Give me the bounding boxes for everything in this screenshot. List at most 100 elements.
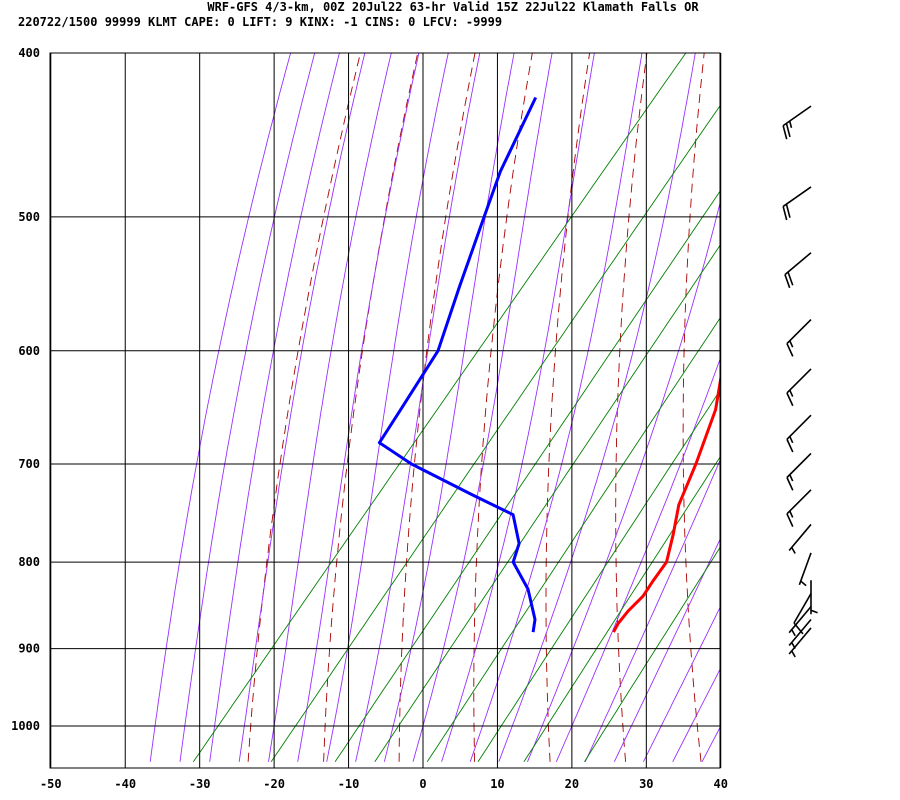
moist-adiabat	[701, 726, 720, 763]
barb-half-feather	[791, 650, 796, 658]
dry-adiabat	[545, 53, 591, 762]
moist-adiabat	[238, 53, 366, 762]
pressure-tick-label: 1000	[11, 719, 40, 733]
barb-shaft	[788, 627, 812, 655]
dry-adiabat	[748, 34, 776, 761]
moist-adiabat	[584, 459, 720, 762]
barb-feather	[786, 343, 794, 357]
barb-feather	[787, 271, 794, 286]
wind-barb	[788, 523, 812, 554]
chart-title-line2: 220722/1500 99999 KLMT CAPE: 0 LIFT: 9 K…	[18, 15, 502, 29]
moist-adiabat	[498, 53, 696, 762]
moist-adiabat	[613, 538, 720, 762]
barb-feather	[786, 438, 794, 453]
moist-adiabat	[469, 53, 643, 762]
barb-feather	[782, 206, 788, 221]
barb-feather	[785, 203, 791, 218]
grid	[50, 52, 722, 768]
barb-shaft	[788, 618, 812, 647]
barb-shaft	[788, 606, 812, 634]
barb-half-feather	[789, 510, 794, 518]
barb-feather	[786, 513, 794, 527]
mixing-ratio-line	[426, 317, 720, 763]
tick-labels: -50 -40 -30 -20 -10 0 10 20 30 40 400 500 600 700 800 9…	[11, 46, 728, 791]
barb-shaft	[793, 593, 812, 624]
mixing-ratio-line	[523, 456, 720, 763]
moist-adiabat	[179, 53, 316, 762]
mixing-ratio-line	[270, 105, 720, 763]
barb-feather	[782, 125, 788, 140]
plot-frame	[49, 52, 721, 769]
dry-adiabat	[247, 53, 361, 762]
barb-shaft	[798, 552, 812, 586]
barb-shaft	[788, 523, 812, 551]
wind-barb	[798, 552, 812, 587]
wind-barb	[788, 618, 812, 649]
wind-barb	[786, 318, 812, 357]
moist-adiabat	[642, 606, 720, 763]
x-tick-label: 10	[490, 777, 504, 791]
barb-half-feather	[789, 389, 794, 397]
wind-barb	[784, 252, 812, 289]
moist-adiabat	[412, 53, 553, 762]
barb-shaft	[786, 368, 812, 394]
barb-half-feather	[791, 547, 796, 554]
wind-barb	[788, 606, 812, 637]
dry-adiabat	[812, 34, 852, 761]
barb-feather	[786, 392, 794, 407]
wind-barb	[786, 368, 812, 407]
temperature-trace	[612, 374, 720, 633]
barb-half-feather	[788, 120, 793, 129]
barb-shaft	[786, 414, 812, 440]
wind-barb	[786, 414, 812, 453]
mixing-ratio-line	[584, 546, 720, 763]
moist-adiabat	[555, 358, 720, 762]
dry-adiabat	[873, 34, 900, 761]
moist-adiabat	[672, 668, 720, 763]
x-tick-label: 20	[565, 777, 579, 791]
wind-barb	[782, 105, 812, 140]
pressure-tick-label: 900	[18, 642, 40, 656]
x-tick-label: -50	[40, 777, 62, 791]
barb-half-feather	[800, 580, 807, 587]
moist-adiabat	[441, 53, 595, 762]
pressure-tick-label: 800	[18, 555, 40, 569]
sounding-traces	[377, 96, 720, 633]
mixing-ratio-line	[477, 389, 720, 763]
barb-half-feather	[789, 340, 794, 348]
barb-shaft	[786, 452, 812, 479]
pressure-tick-label: 500	[18, 210, 40, 224]
mixing-ratio-line	[192, 53, 687, 763]
dry-adiabat	[398, 53, 476, 762]
moist-adiabat	[149, 53, 292, 762]
barb-feather	[784, 274, 791, 289]
barb-shaft	[786, 318, 812, 345]
pressure-tick-label: 700	[18, 457, 40, 471]
dry-adiabat	[473, 53, 533, 762]
x-tick-label: -40	[114, 777, 136, 791]
barb-feather	[785, 123, 791, 138]
wind-barb	[793, 593, 812, 635]
x-tick-label: -30	[189, 777, 211, 791]
moist-adiabat	[527, 201, 720, 762]
wind-barb	[782, 186, 812, 221]
wind-barbs	[782, 105, 818, 658]
x-tick-label: 40	[714, 777, 728, 791]
barb-shaft	[784, 252, 812, 276]
wind-barb	[786, 489, 812, 527]
barb-half-feather	[789, 436, 794, 444]
moist-adiabat	[209, 53, 340, 762]
x-tick-label: 30	[639, 777, 653, 791]
mixing-ratio-line	[374, 244, 720, 763]
moist-adiabat	[355, 53, 481, 762]
dry-adiabat	[682, 53, 705, 762]
barb-feather	[786, 477, 794, 491]
barb-shaft	[786, 489, 812, 515]
barb-half-feather	[789, 474, 794, 482]
wind-barb	[786, 452, 812, 491]
moist-adiabat	[326, 53, 449, 762]
pressure-tick-label: 600	[18, 344, 40, 358]
moist-adiabat	[268, 53, 392, 762]
x-tick-label: -20	[263, 777, 285, 791]
background-lines	[149, 34, 900, 763]
